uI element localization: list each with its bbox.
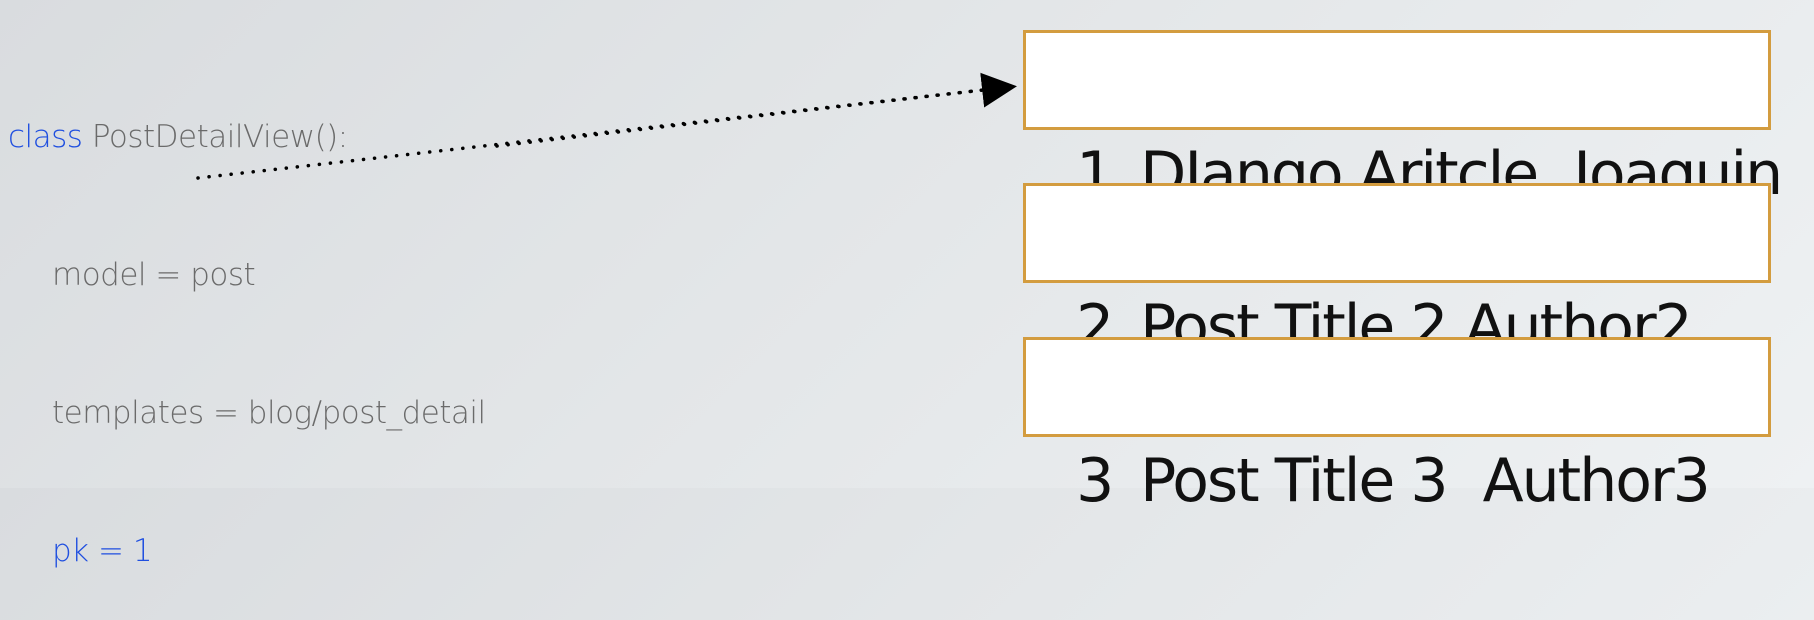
post-author: Author3 bbox=[1482, 446, 1711, 516]
code-line-model: model = post bbox=[52, 257, 256, 293]
post-row-3: 3 Post Title 3 Author3 bbox=[1023, 337, 1771, 516]
dotted-arrow-pk-to-row1 bbox=[196, 72, 1017, 180]
post-title: Post Title 3 bbox=[1140, 446, 1448, 516]
code-snippet: class PostDetailView(): model = post tem… bbox=[8, 22, 486, 620]
code-line-templates: templates = blog/post_detail bbox=[52, 395, 486, 431]
class-keyword: class bbox=[8, 119, 83, 155]
post-id: 3 bbox=[1076, 446, 1114, 516]
class-name: PostDetailView(): bbox=[82, 119, 348, 155]
connector-arrows bbox=[196, 72, 1017, 180]
code-line-pk: pk = 1 bbox=[52, 533, 153, 569]
post-row-1: 1 DJango Aritcle Joaquin bbox=[1023, 30, 1783, 209]
dotted-arrow-templates-to-row1 bbox=[495, 86, 1002, 148]
code-line-class: class PostDetailView(): bbox=[8, 114, 486, 160]
post-row-2: 2 Post Title 2 Author2 bbox=[1023, 183, 1771, 362]
